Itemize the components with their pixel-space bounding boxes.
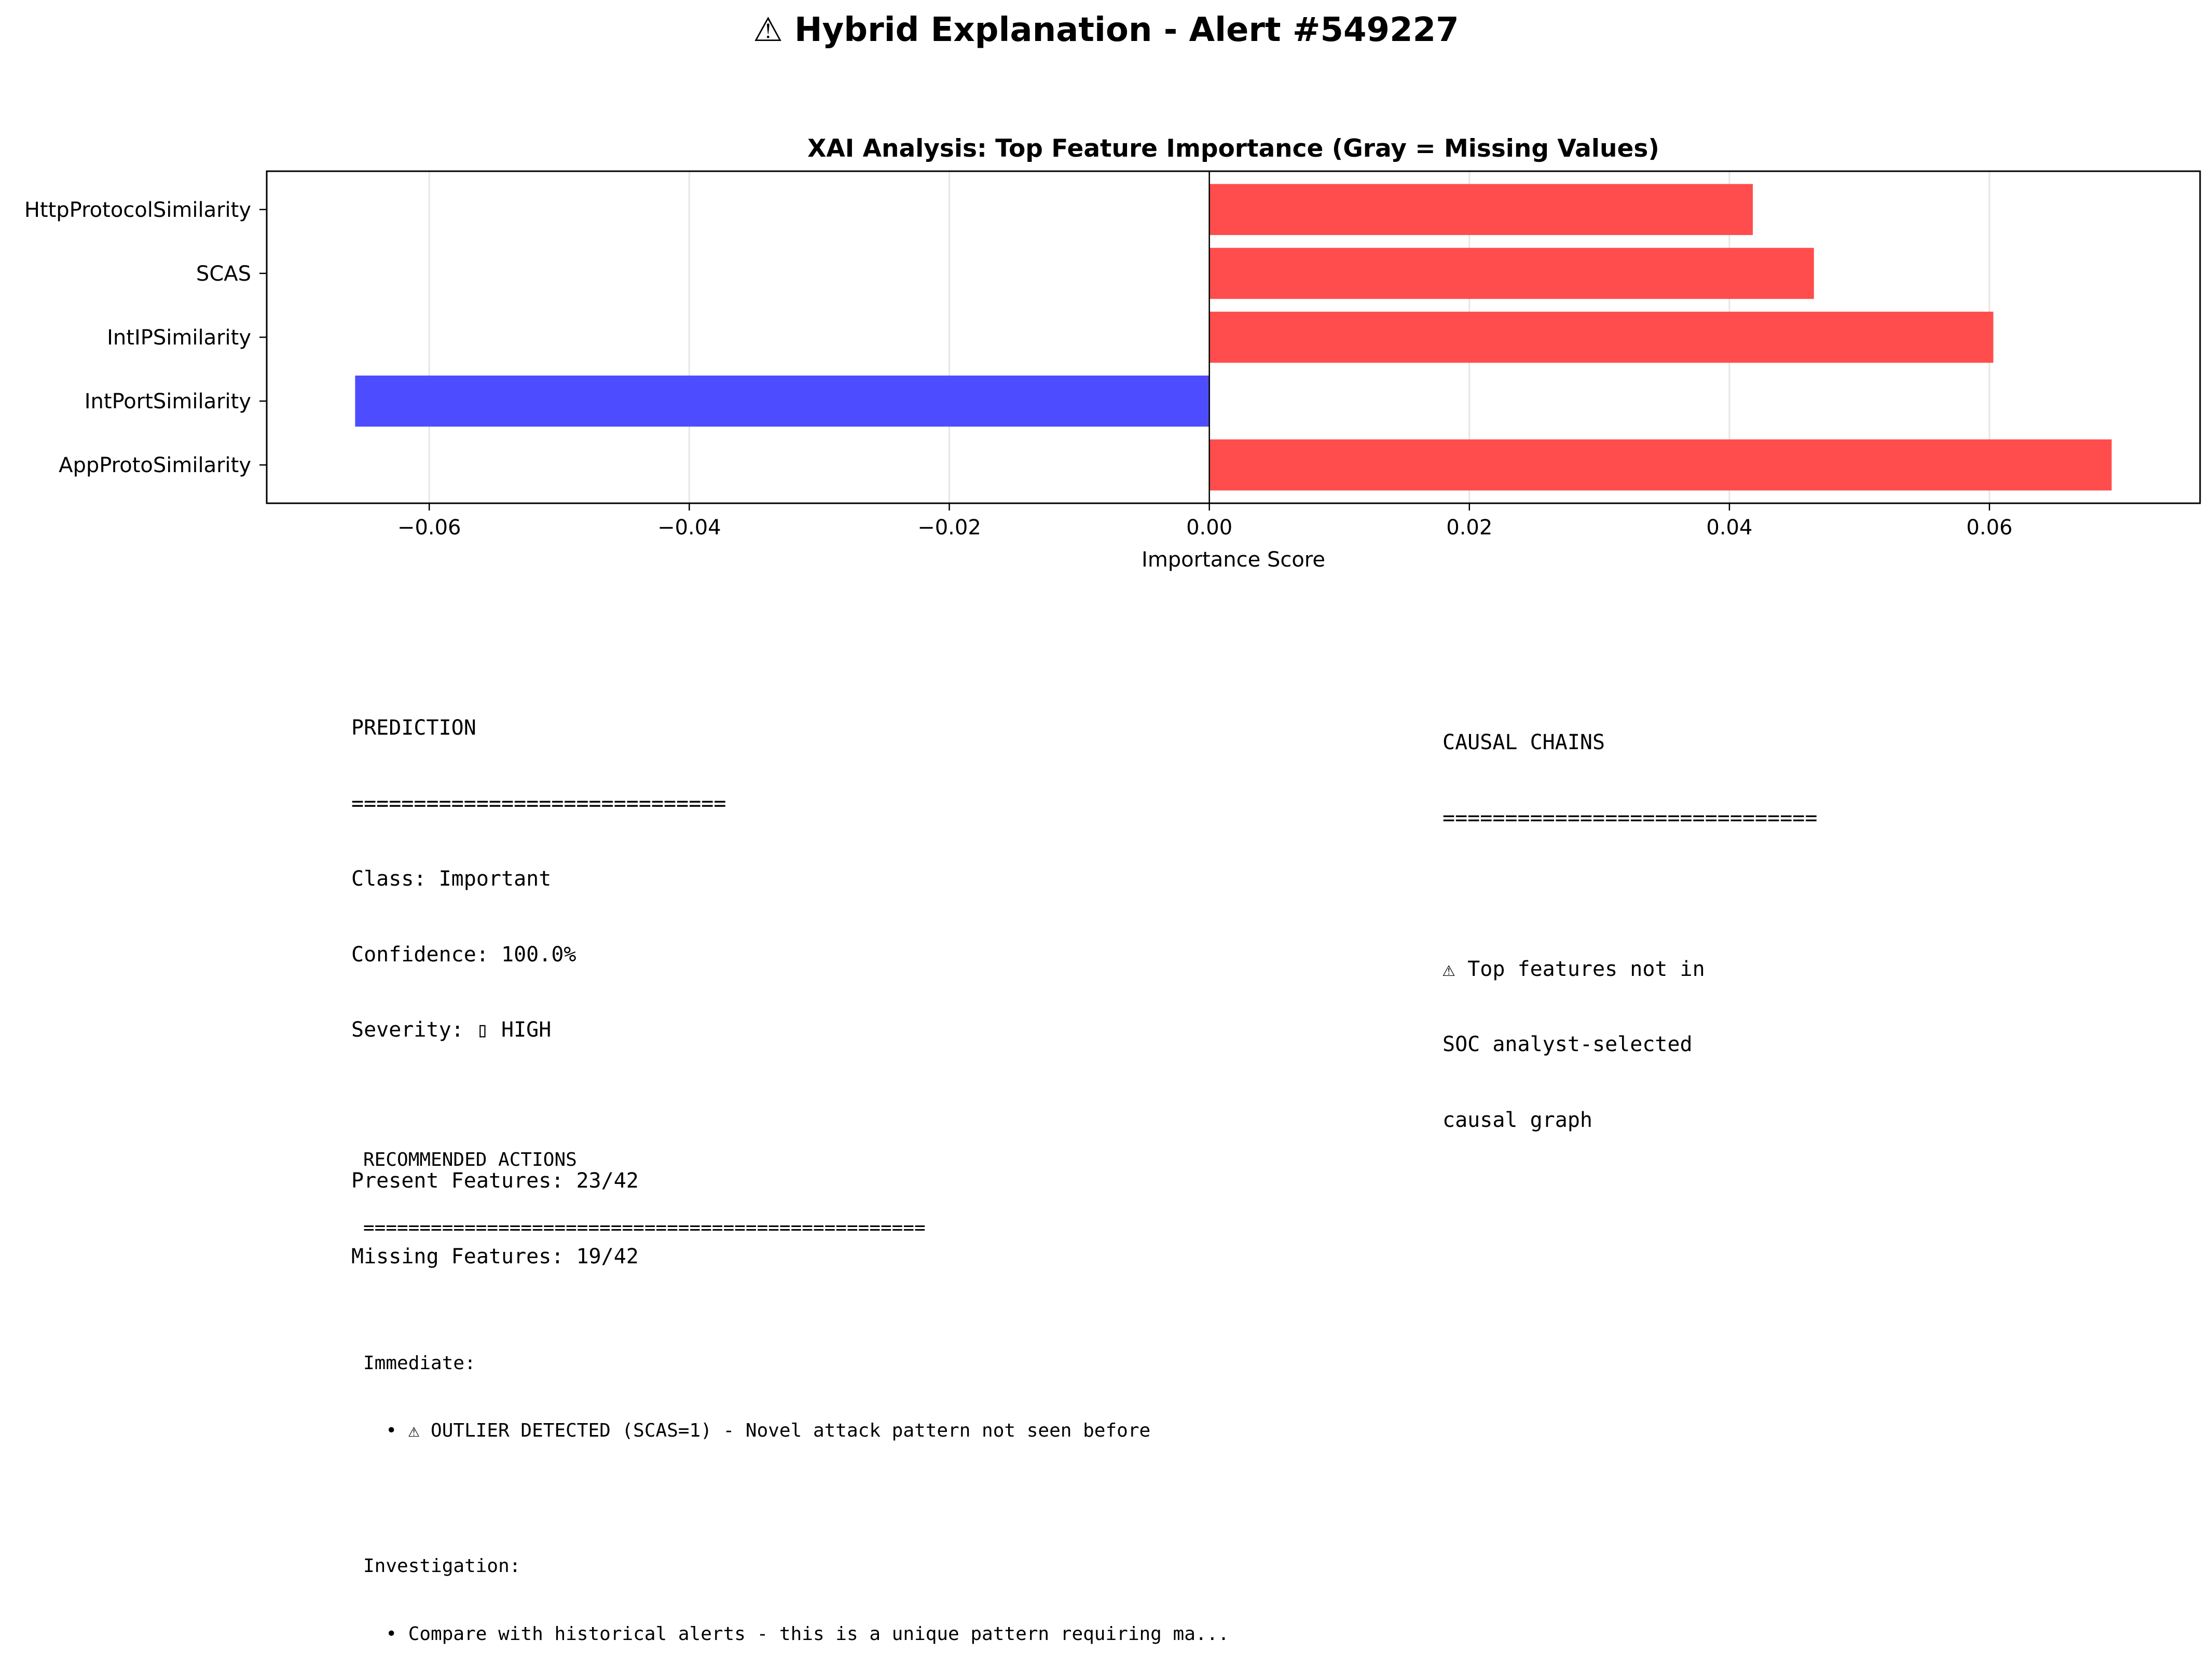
y-tick-label-IntIPSimilarity: IntIPSimilarity: [107, 326, 251, 350]
x-ticks: −0.06 −0.04 −0.02 0.00 0.02 0.04 0.06: [397, 503, 2013, 540]
spacer: [363, 1487, 1229, 1510]
x-tick-label-4: 0.02: [1446, 516, 1492, 540]
actions-rule: ========================================…: [363, 1217, 926, 1238]
bar-AppProtoSimilarity: [1209, 439, 2112, 491]
causal-line-1: ⚠ Top features not in: [1442, 957, 1705, 981]
bar-IntIPSimilarity: [1209, 311, 1994, 363]
feature-importance-chart: −0.06 −0.04 −0.02 0.00 0.02 0.04 0.06 AppProto…: [24, 134, 2201, 572]
chart-title: XAI Analysis: Top Feature Importance (Gr…: [807, 134, 1659, 163]
x-tick-label-1: −0.04: [657, 516, 721, 540]
causal-line-3: causal graph: [1442, 1108, 1592, 1132]
x-tick-label-2: −0.02: [917, 516, 981, 540]
prediction-severity: Severity: ▯ HIGH: [351, 1018, 552, 1042]
spacer: [1442, 881, 1817, 906]
prediction-class: Class: Important: [351, 867, 552, 891]
present-features: Present Features: 23/42: [351, 1169, 639, 1193]
y-ticks: AppProtoSimilarity IntPortSimilarity IntIP…: [24, 198, 267, 477]
recommended-actions-panel: RECOMMENDED ACTIONS ====================…: [363, 1104, 1229, 1668]
actions-heading: RECOMMENDED ACTIONS: [363, 1149, 577, 1170]
bars: [355, 184, 2112, 491]
immediate-item: • ⚠ OUTLIER DETECTED (SCAS=1) - Novel at…: [363, 1420, 1151, 1441]
causal-line-2: SOC analyst-selected: [1442, 1032, 1693, 1056]
investigation-item: • Compare with historical alerts - this …: [363, 1623, 1229, 1645]
x-tick-label-5: 0.04: [1706, 516, 1752, 540]
x-tick-label-6: 0.06: [1967, 516, 2013, 540]
x-tick-label-0: −0.06: [397, 516, 461, 540]
bar-HttpProtocolSimilarity: [1209, 184, 1753, 236]
y-tick-label-HttpProtocolSimilarity: HttpProtocolSimilarity: [24, 198, 251, 222]
prediction-panel: PREDICTION =============================…: [351, 665, 726, 1294]
prediction-heading: PREDICTION: [351, 716, 476, 740]
figure-title: ⚠ Hybrid Explanation - Alert #549227: [753, 11, 1459, 49]
spacer: [363, 1284, 1229, 1307]
bar-IntPortSimilarity: [355, 375, 1210, 427]
missing-features: Missing Features: 19/42: [351, 1244, 639, 1269]
causal-heading: CAUSAL CHAINS: [1442, 730, 1605, 754]
prediction-confidence: Confidence: 100.0%: [351, 942, 576, 967]
investigation-label: Investigation:: [363, 1555, 521, 1577]
y-tick-label-AppProtoSimilarity: AppProtoSimilarity: [59, 453, 251, 477]
causal-chains-panel: CAUSAL CHAINS ==========================…: [1442, 680, 1817, 1158]
causal-rule: ==============================: [1442, 806, 1818, 830]
immediate-label: Immediate:: [363, 1352, 476, 1374]
y-tick-label-IntPortSimilarity: IntPortSimilarity: [85, 390, 251, 413]
x-tick-label-3: 0.00: [1186, 516, 1232, 540]
bar-SCAS: [1209, 247, 1814, 299]
prediction-rule: ==============================: [351, 791, 726, 816]
y-tick-label-SCAS: SCAS: [196, 262, 251, 286]
x-axis-label: Importance Score: [1142, 548, 1325, 572]
